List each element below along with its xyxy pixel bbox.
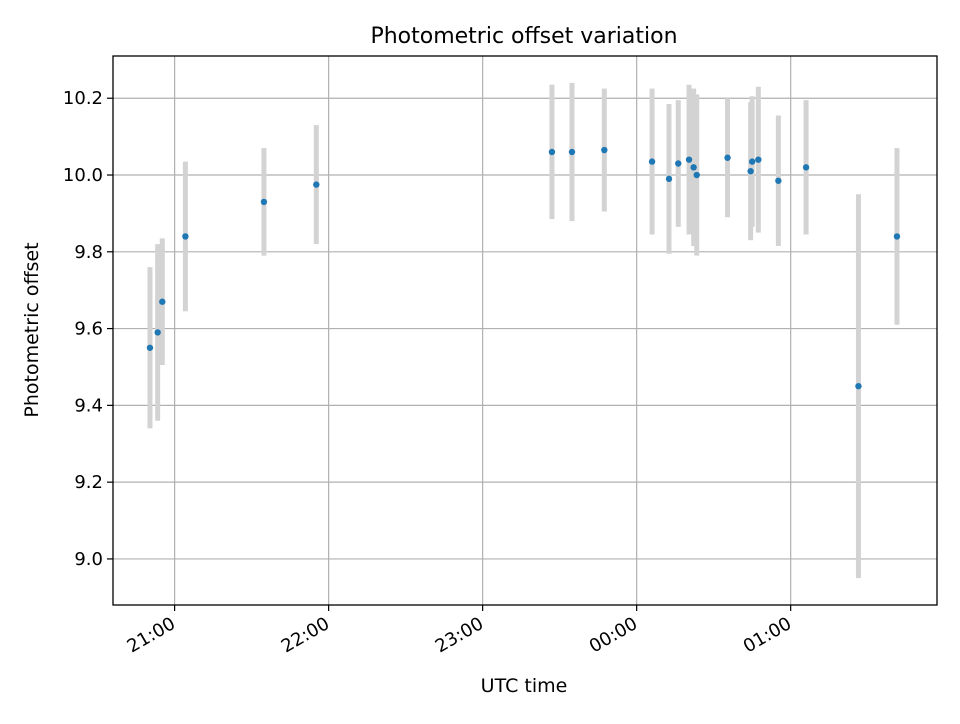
grid-layer bbox=[113, 56, 937, 605]
data-point bbox=[724, 154, 731, 161]
data-point bbox=[690, 164, 697, 171]
plot-frame bbox=[112, 55, 938, 606]
chart-title: Photometric offset variation bbox=[370, 24, 677, 49]
data-point bbox=[802, 164, 810, 171]
data-point bbox=[146, 344, 154, 351]
data-point bbox=[748, 158, 756, 165]
data-point bbox=[568, 148, 576, 156]
y-tick-label: 9.0 bbox=[74, 549, 103, 570]
data-point bbox=[159, 298, 166, 305]
y-tick-layer: 9.0 9.2 9.4 9.6 9.8 10.0 10.2 bbox=[63, 88, 113, 570]
data-point bbox=[648, 158, 656, 165]
y-tick-label: 10.0 bbox=[63, 165, 103, 186]
marker-layer bbox=[146, 146, 901, 390]
x-tick-label: 21:00 bbox=[124, 613, 179, 657]
data-point bbox=[182, 233, 189, 240]
y-axis-label: Photometric offset bbox=[21, 242, 43, 417]
data-point bbox=[313, 181, 320, 188]
y-tick-label: 9.8 bbox=[74, 242, 103, 263]
errorbar-layer bbox=[147, 82, 900, 579]
data-point bbox=[601, 146, 608, 154]
data-point bbox=[693, 171, 700, 179]
y-tick-label: 9.2 bbox=[74, 472, 103, 493]
data-point bbox=[685, 156, 693, 163]
data-point bbox=[154, 329, 161, 336]
x-tick-label: 00:00 bbox=[586, 613, 641, 657]
data-point bbox=[855, 382, 862, 390]
y-tick-label: 9.6 bbox=[74, 319, 103, 340]
data-point bbox=[755, 156, 762, 163]
data-point bbox=[675, 160, 682, 167]
data-point bbox=[747, 167, 754, 175]
x-axis-label: UTC time bbox=[481, 675, 568, 697]
x-tick-label: 23:00 bbox=[432, 613, 487, 657]
data-point bbox=[548, 148, 556, 156]
y-tick-label: 9.4 bbox=[74, 395, 103, 416]
data-point bbox=[775, 177, 782, 184]
x-tick-layer: 21:00 22:00 23:00 00:00 01:00 bbox=[124, 605, 795, 657]
data-point bbox=[260, 198, 268, 206]
y-tick-label: 10.2 bbox=[63, 88, 103, 109]
x-tick-label: 01:00 bbox=[740, 613, 795, 657]
data-point bbox=[665, 175, 673, 183]
x-tick-label: 22:00 bbox=[278, 613, 333, 657]
data-point bbox=[893, 233, 901, 240]
